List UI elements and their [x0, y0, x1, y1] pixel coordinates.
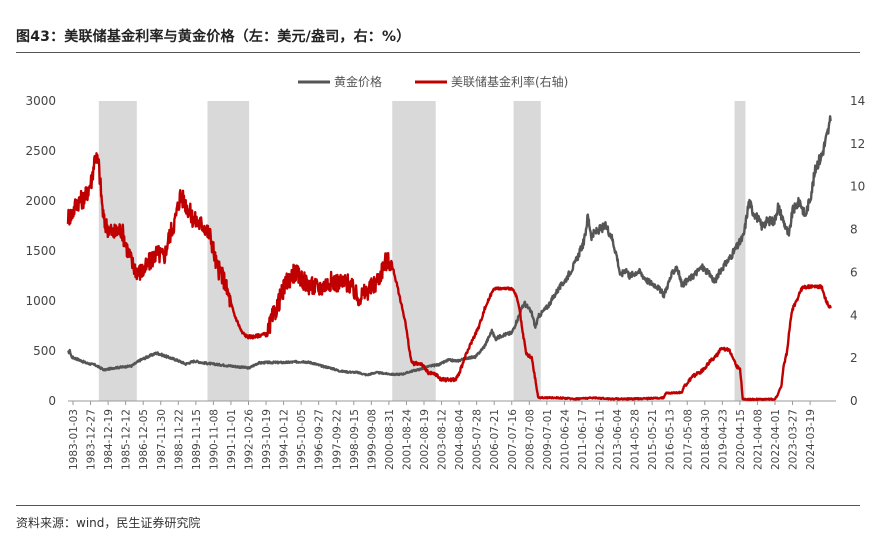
- x-tick-label: 2023-03-27: [788, 409, 800, 470]
- y-right-tick-label: 12: [850, 137, 865, 151]
- series-line-1: [66, 152, 832, 402]
- x-tick-label: 1983-01-03: [68, 409, 80, 470]
- y-left-tick-label: 0: [48, 394, 56, 408]
- x-tick-label: 1990-11-08: [208, 409, 220, 470]
- y-right-tick-label: 2: [850, 351, 858, 365]
- x-tick-label: 1991-11-01: [226, 409, 238, 470]
- x-tick-label: 1992-10-26: [244, 409, 256, 470]
- y-left-tick-label: 500: [33, 344, 56, 358]
- y-right-tick-label: 4: [850, 308, 858, 322]
- x-tick-label: 1994-10-12: [279, 409, 291, 470]
- recession-bands: [98, 101, 746, 401]
- x-tick-label: 2022-04-01: [770, 409, 782, 470]
- source-rule: [16, 505, 860, 506]
- x-tick-label: 2009-07-01: [542, 409, 554, 470]
- x-tick-label: 2014-05-28: [630, 409, 642, 470]
- x-tick-label: 1998-09-15: [349, 409, 361, 470]
- chart-axes: 0 500 1000 1500 2000 2500 3000 0 2 4 6 8 10 12 14 1983-…: [25, 94, 865, 470]
- x-tick-label: 2016-05-13: [665, 409, 677, 470]
- title-rule: [16, 52, 860, 53]
- x-tick-label: 2003-08-12: [437, 409, 449, 470]
- y-right-tick-label: 6: [850, 265, 858, 279]
- x-tick-label: 1983-12-27: [86, 409, 98, 470]
- y-right-tick-label: 8: [850, 223, 858, 237]
- x-tick-label: 2002-08-19: [419, 409, 431, 470]
- x-tick-label: 2020-04-15: [735, 409, 747, 470]
- x-tick-label: 1993-10-19: [261, 409, 273, 470]
- x-tick-label: 2010-06-24: [559, 409, 571, 470]
- y-left-tick-label: 1000: [25, 294, 56, 308]
- x-tick-label: 1985-12-12: [121, 409, 133, 470]
- x-tick-label: 2021-04-08: [752, 409, 764, 470]
- x-tick-label: 2004-08-04: [454, 409, 466, 470]
- x-tick-label: 2013-06-04: [612, 409, 624, 470]
- x-tick-label: 2008-07-08: [524, 409, 536, 470]
- x-tick-label: 2018-04-30: [700, 409, 712, 470]
- x-tick-label: 2024-03-19: [805, 409, 817, 470]
- chart-series: [66, 115, 832, 402]
- x-tick-label: 1996-09-27: [314, 409, 326, 470]
- x-tick-label: 2015-05-21: [647, 409, 659, 470]
- legend-label-1: 美联储基金利率(右轴): [451, 74, 568, 89]
- x-tick-label: 1989-11-15: [191, 409, 203, 470]
- y-left-tick-label: 2000: [25, 194, 56, 208]
- x-tick-label: 2012-06-11: [595, 409, 607, 470]
- x-tick-label: 2006-07-21: [489, 409, 501, 470]
- recession-band-3: [513, 101, 541, 401]
- chart-title: 图43：美联储基金利率与黄金价格（左：美元/盎司，右：%）: [16, 29, 411, 45]
- x-tick-label: 2001-08-24: [401, 409, 413, 470]
- x-tick-label: 2005-07-28: [472, 409, 484, 470]
- y-left-tick-label: 3000: [25, 94, 56, 108]
- chart-legend: 黄金价格 美联储基金利率(右轴): [298, 74, 568, 89]
- recession-band-4: [734, 101, 746, 401]
- x-tick-label: 1995-10-05: [296, 409, 308, 470]
- x-tick-label: 1999-09-08: [366, 409, 378, 470]
- x-tick-label: 1986-12-05: [138, 409, 150, 470]
- y-right-tick-label: 10: [850, 180, 865, 194]
- y-left-tick-label: 2500: [25, 144, 56, 158]
- y-right-tick-label: 14: [850, 94, 865, 108]
- x-tick-label: 1984-12-19: [103, 409, 115, 470]
- legend-label-0: 黄金价格: [334, 74, 382, 89]
- y-left-tick-label: 1500: [25, 244, 56, 258]
- x-tick-label: 1987-11-30: [156, 409, 168, 470]
- y-right-tick-label: 0: [850, 394, 858, 408]
- x-tick-label: 2011-06-17: [577, 409, 589, 470]
- source-note: 资料来源：wind，民生证券研究院: [16, 516, 201, 530]
- x-tick-label: 2000-08-31: [384, 409, 396, 470]
- x-tick-label: 2007-07-16: [507, 409, 519, 470]
- x-tick-label: 2017-05-08: [682, 409, 694, 470]
- x-tick-label: 1997-09-22: [331, 409, 343, 470]
- series-line-0: [67, 115, 832, 377]
- x-tick-label: 1988-11-22: [173, 409, 185, 470]
- recession-band-0: [98, 101, 137, 401]
- recession-band-2: [392, 101, 436, 401]
- x-tick-label: 2019-04-23: [717, 409, 729, 470]
